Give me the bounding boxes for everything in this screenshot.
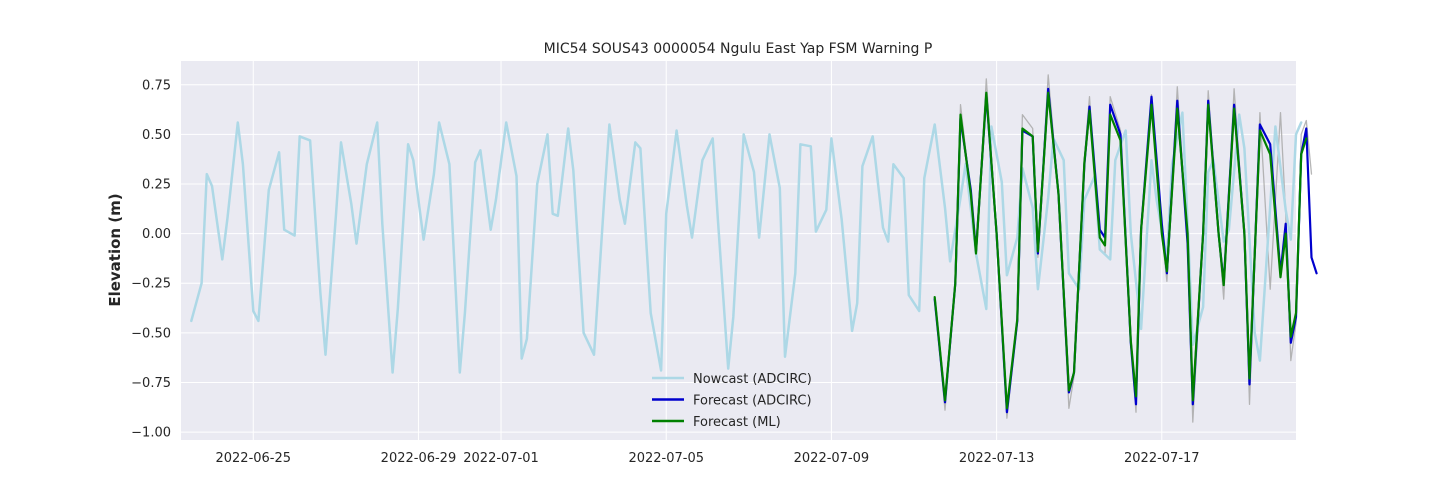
y-axis-label: Elevation (m)	[106, 193, 124, 306]
x-tick-label: 2022-06-29	[381, 451, 457, 466]
x-tick-label: 2022-07-17	[1124, 451, 1200, 466]
series-layer	[190, 74, 1318, 423]
y-tick-label: −0.75	[131, 376, 171, 391]
legend: Nowcast (ADCIRC) Forecast (ADCIRC) Forecas…	[652, 372, 812, 430]
x-tick-label: 2022-06-25	[215, 451, 291, 466]
chart-title: MIC54 SOUS43 0000054 Ngulu East Yap FSM …	[544, 41, 933, 57]
legend-label: Forecast (ML)	[693, 415, 781, 430]
nowcast-adcirc-line	[190, 111, 1303, 374]
x-tick-label: 2022-07-01	[463, 451, 539, 466]
legend-label: Forecast (ADCIRC)	[693, 394, 812, 409]
tick-labels: 0.75 0.50 0.25 0.00 −0.25 −0.50 −0.75 −1.00 2022…	[131, 78, 1199, 466]
y-tick-label: −1.00	[131, 426, 171, 441]
forecast-adcirc-line	[933, 87, 1318, 414]
forecast-ml-line	[933, 91, 1308, 410]
legend-label: Nowcast (ADCIRC)	[693, 372, 812, 387]
x-tick-label: 2022-07-09	[794, 451, 870, 466]
y-tick-label: −0.50	[131, 326, 171, 341]
x-tick-label: 2022-07-13	[959, 451, 1035, 466]
y-tick-label: 0.25	[142, 178, 171, 193]
y-tick-label: 0.00	[142, 227, 171, 242]
y-tick-label: 0.75	[142, 78, 171, 93]
y-tick-label: 0.50	[142, 128, 171, 143]
x-tick-label: 2022-07-05	[628, 451, 704, 466]
y-tick-label: −0.25	[131, 277, 171, 292]
